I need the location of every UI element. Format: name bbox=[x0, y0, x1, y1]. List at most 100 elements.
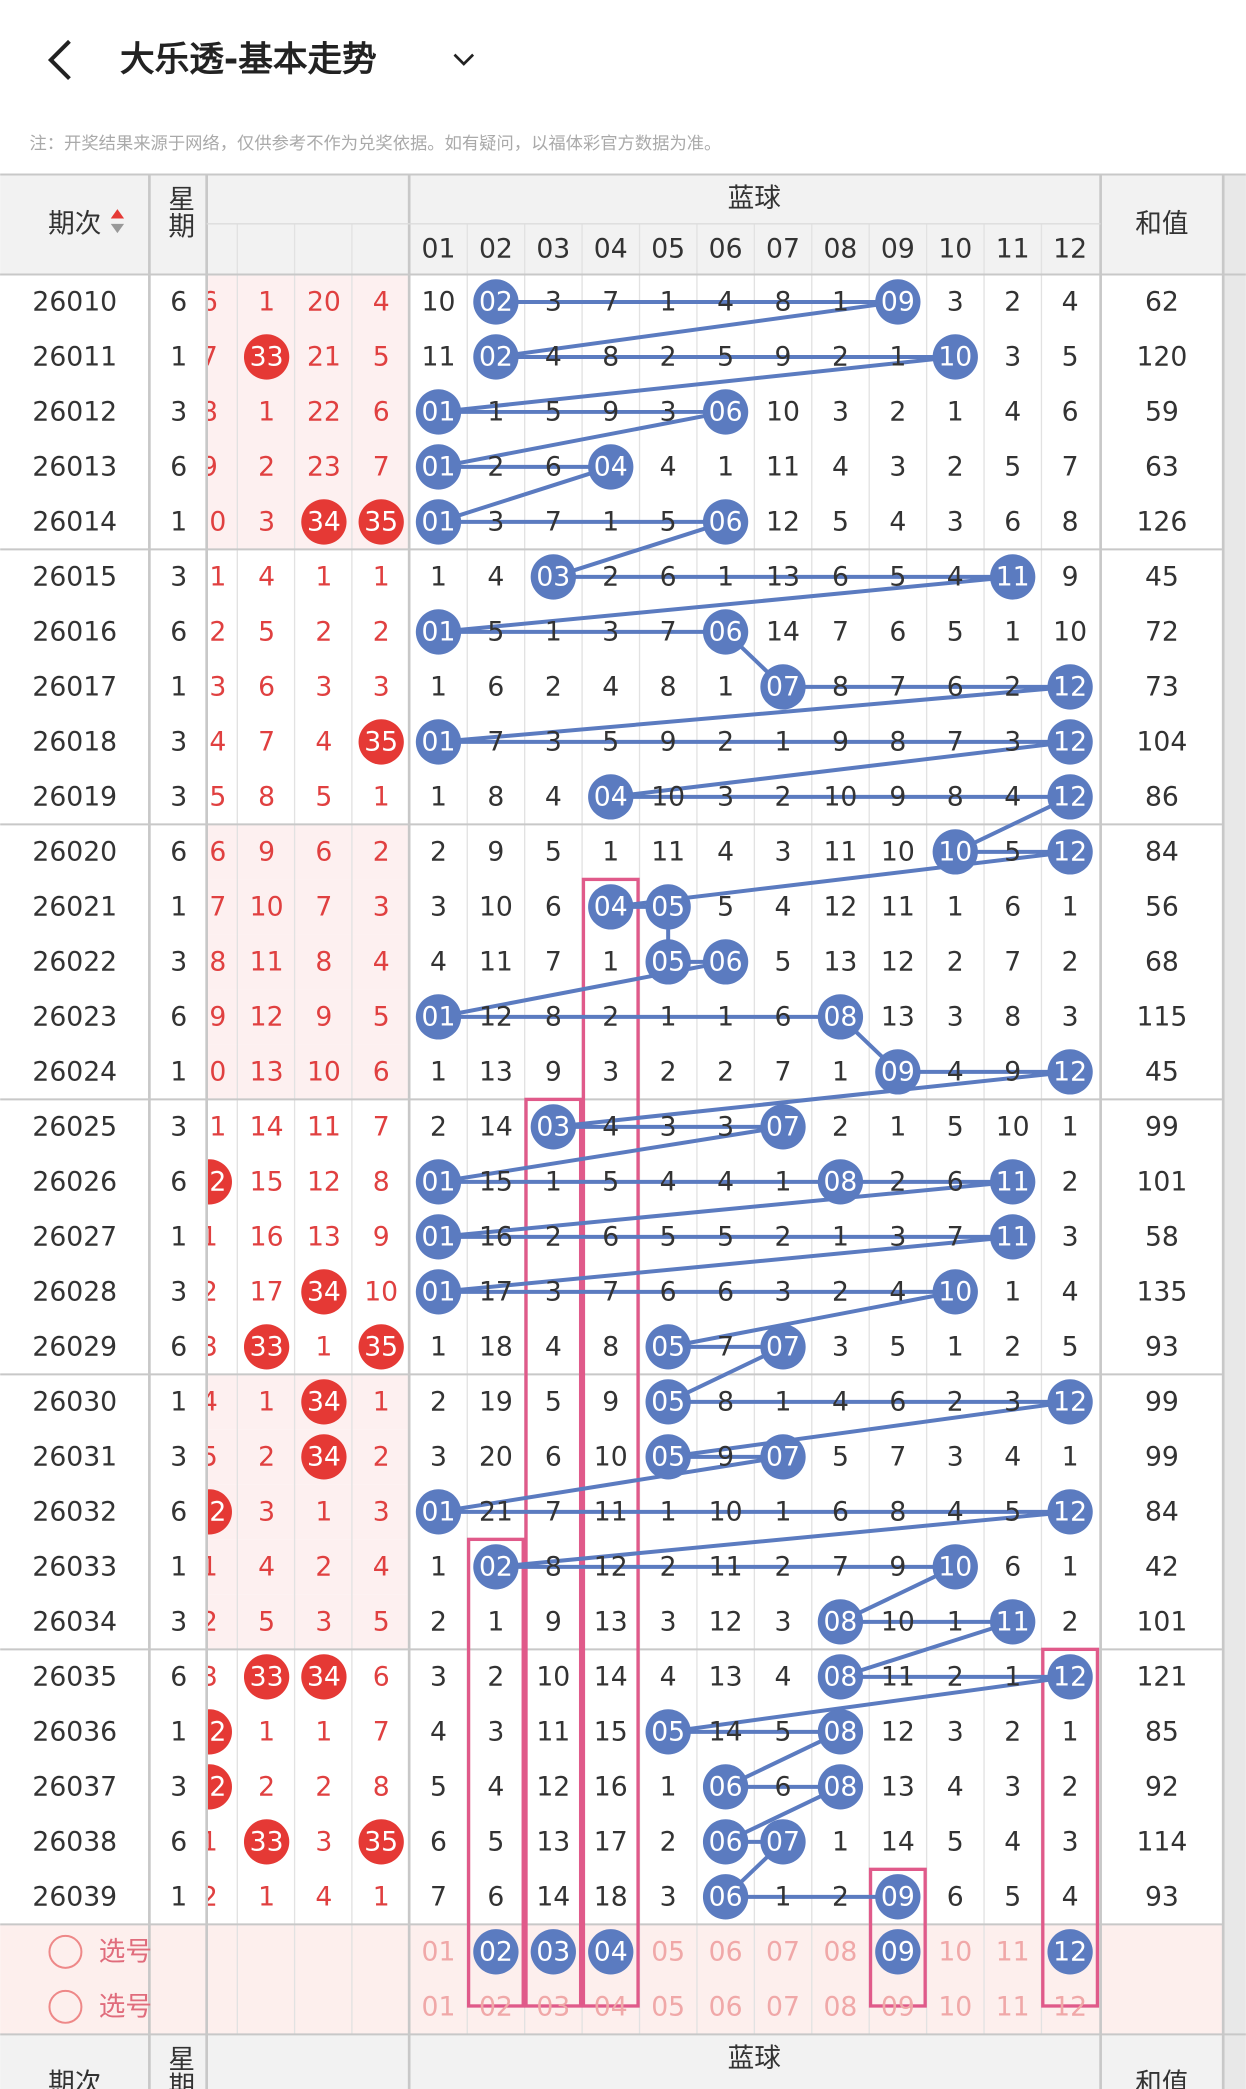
weekday: 3 bbox=[170, 561, 187, 592]
page-title: 大乐透-基本走势 bbox=[120, 40, 377, 80]
blue-ball bbox=[588, 884, 634, 930]
blue-miss: 3 bbox=[430, 891, 447, 922]
front-miss: 1 bbox=[258, 1716, 275, 1747]
blue-miss: 7 bbox=[1004, 946, 1021, 977]
blue-miss: 16 bbox=[479, 1221, 513, 1252]
select-number[interactable]: 11 bbox=[996, 1991, 1030, 2022]
back-button[interactable] bbox=[47, 39, 71, 81]
select-number[interactable]: 08 bbox=[823, 1991, 857, 2022]
select-label[interactable]: 选号 bbox=[99, 1936, 152, 1967]
blue-miss: 3 bbox=[1004, 341, 1021, 372]
blue-miss: 8 bbox=[602, 1331, 619, 1362]
front-bg bbox=[206, 384, 410, 440]
blue-miss: 7 bbox=[430, 1881, 447, 1912]
select-number[interactable]: 07 bbox=[766, 1991, 800, 2022]
blue-miss: 4 bbox=[775, 1661, 792, 1692]
select-number[interactable]: 04 bbox=[594, 1936, 628, 1967]
period: 26017 bbox=[32, 671, 117, 702]
front-miss: 2 bbox=[258, 1441, 275, 1472]
blue-miss: 2 bbox=[717, 1056, 734, 1087]
blue-hit: 03 bbox=[536, 1111, 570, 1142]
blue-miss: 5 bbox=[602, 726, 619, 757]
front-ball bbox=[358, 1324, 404, 1370]
period: 26018 bbox=[32, 726, 117, 757]
select-number[interactable]: 11 bbox=[996, 1936, 1030, 1967]
select-radio[interactable] bbox=[48, 1989, 83, 2024]
blue-miss: 8 bbox=[717, 1386, 734, 1417]
sum-header: 和值 bbox=[1135, 208, 1188, 239]
select-number[interactable]: 01 bbox=[422, 1936, 456, 1967]
select-number[interactable]: 08 bbox=[823, 1936, 857, 1967]
period: 26015 bbox=[32, 561, 117, 592]
blue-ball bbox=[817, 994, 864, 1040]
blue-miss: 4 bbox=[660, 451, 677, 482]
blue-ball bbox=[415, 1214, 462, 1260]
front-hit: 34 bbox=[307, 1276, 341, 1307]
select-number[interactable]: 09 bbox=[881, 1991, 915, 2022]
blue-col-header: 12 bbox=[1053, 234, 1087, 265]
front-miss: 8 bbox=[373, 1166, 390, 1197]
blue-ball bbox=[1047, 1049, 1093, 1095]
title-dropdown[interactable] bbox=[453, 53, 475, 66]
select-number[interactable]: 10 bbox=[938, 1936, 972, 1967]
weekday: 6 bbox=[170, 1826, 187, 1857]
blue-col-header: 05 bbox=[651, 234, 685, 265]
blue-miss: 9 bbox=[889, 781, 906, 812]
blue-miss: 3 bbox=[775, 1606, 792, 1637]
select-number[interactable]: 05 bbox=[651, 1991, 685, 2022]
blue-miss: 3 bbox=[1062, 1826, 1079, 1857]
blue-zone-header: 蓝球 bbox=[728, 183, 781, 214]
front-hit: 35 bbox=[364, 506, 398, 537]
right-edge bbox=[1223, 174, 1246, 2089]
front-miss: 11 bbox=[192, 561, 226, 592]
blue-zone-header: 蓝球 bbox=[728, 2043, 781, 2074]
blue-miss: 10 bbox=[1053, 616, 1087, 647]
blue-miss: 2 bbox=[430, 1386, 447, 1417]
select-number[interactable]: 01 bbox=[422, 1991, 456, 2022]
blue-miss: 11 bbox=[651, 836, 685, 867]
blue-ball bbox=[473, 334, 519, 380]
select-number[interactable]: 02 bbox=[479, 1991, 513, 2022]
blue-ball bbox=[702, 499, 749, 545]
select-number[interactable]: 06 bbox=[709, 1936, 743, 1967]
front-hit: 35 bbox=[364, 1826, 398, 1857]
weekday: 3 bbox=[170, 726, 187, 757]
select-number[interactable]: 09 bbox=[881, 1936, 915, 1967]
select-radio[interactable] bbox=[48, 1934, 83, 1969]
blue-hit: 11 bbox=[996, 1221, 1030, 1252]
front-hit: 35 bbox=[364, 726, 398, 757]
blue-ball bbox=[415, 1489, 462, 1535]
front-miss: 20 bbox=[192, 1056, 226, 1087]
front-miss: 22 bbox=[307, 396, 341, 427]
select-number[interactable]: 06 bbox=[709, 1991, 743, 2022]
picked-ball bbox=[588, 1929, 634, 1975]
blue-miss: 6 bbox=[1004, 506, 1021, 537]
select-number[interactable]: 12 bbox=[1053, 1991, 1087, 2022]
blue-miss: 5 bbox=[717, 1221, 734, 1252]
front-ball bbox=[301, 499, 347, 545]
blue-hit: 01 bbox=[422, 506, 456, 537]
blue-miss: 10 bbox=[823, 781, 857, 812]
select-number[interactable]: 03 bbox=[536, 1936, 570, 1967]
select-number[interactable]: 12 bbox=[1053, 1936, 1087, 1967]
blue-miss: 2 bbox=[1004, 671, 1021, 702]
blue-hit: 10 bbox=[938, 341, 972, 372]
blue-miss: 2 bbox=[947, 946, 964, 977]
blue-miss: 5 bbox=[1062, 1331, 1079, 1362]
front-miss: 12 bbox=[307, 1166, 341, 1197]
select-number[interactable]: 03 bbox=[536, 1991, 570, 2022]
blue-miss: 8 bbox=[889, 1496, 906, 1527]
front-miss: 12 bbox=[192, 616, 226, 647]
blue-ball bbox=[760, 1104, 806, 1150]
trend-table: 3233343561204733215812269223710334351141… bbox=[0, 173, 1246, 2089]
period: 26037 bbox=[32, 1771, 117, 1802]
select-number[interactable]: 05 bbox=[651, 1936, 685, 1967]
select-label[interactable]: 选号 bbox=[99, 1991, 152, 2022]
select-number[interactable]: 02 bbox=[479, 1936, 513, 1967]
select-number[interactable]: 07 bbox=[766, 1936, 800, 1967]
blue-miss: 9 bbox=[1062, 561, 1079, 592]
select-number[interactable]: 10 bbox=[938, 1991, 972, 2022]
blue-miss: 7 bbox=[545, 1496, 562, 1527]
blue-miss: 1 bbox=[430, 561, 447, 592]
select-number[interactable]: 04 bbox=[594, 1991, 628, 2022]
